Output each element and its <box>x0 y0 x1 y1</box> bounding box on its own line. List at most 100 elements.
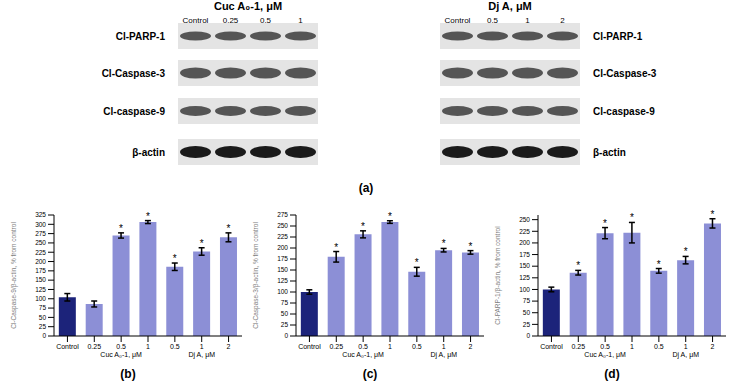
svg-text:0.5: 0.5 <box>600 343 610 350</box>
svg-text:Dj A, μM: Dj A, μM <box>488 0 532 12</box>
svg-text:Control: Control <box>540 343 563 350</box>
svg-text:275: 275 <box>277 211 288 218</box>
svg-text:50: 50 <box>523 309 531 316</box>
svg-text:2: 2 <box>469 343 473 350</box>
svg-text:0: 0 <box>284 332 288 339</box>
svg-text:β-actin: β-actin <box>132 147 165 158</box>
svg-text:0.5: 0.5 <box>358 343 368 350</box>
svg-text:125: 125 <box>35 286 46 293</box>
svg-text:Cuc A₀-1, μM: Cuc A₀-1, μM <box>214 0 282 12</box>
svg-text:*: * <box>576 260 580 271</box>
html-text:Cuc A₀-1, μM: Cuc A₀-1, μM <box>100 351 142 358</box>
svg-text:0.25: 0.25 <box>222 16 239 25</box>
svg-text:Control: Control <box>298 343 321 350</box>
svg-text:*: * <box>119 223 123 234</box>
svg-text:50: 50 <box>39 314 47 321</box>
svg-text:225: 225 <box>35 249 46 256</box>
svg-text:300: 300 <box>35 221 46 228</box>
svg-text:*: * <box>442 238 446 249</box>
svg-text:Cl-PARP-1: Cl-PARP-1 <box>116 31 166 42</box>
svg-text:*: * <box>146 211 150 222</box>
svg-text:*: * <box>630 212 634 223</box>
svg-text:Control: Control <box>444 16 471 25</box>
svg-text:1: 1 <box>146 343 150 350</box>
svg-text:175: 175 <box>277 255 288 262</box>
svg-text:Cl-Caspase-9/β-actin, % from c: Cl-Caspase-9/β-actin, % from control <box>10 222 18 329</box>
svg-text:*: * <box>684 246 688 257</box>
svg-text:Cl-caspase-9: Cl-caspase-9 <box>593 106 655 117</box>
svg-text:*: * <box>361 221 365 232</box>
svg-text:*: * <box>415 257 419 268</box>
svg-text:200: 200 <box>277 244 288 251</box>
svg-text:*: * <box>227 223 231 234</box>
svg-text:150: 150 <box>35 276 46 283</box>
svg-text:1: 1 <box>200 343 204 350</box>
svg-text:0.5: 0.5 <box>116 343 126 350</box>
svg-text:0: 0 <box>42 332 46 339</box>
svg-text:*: * <box>603 218 607 229</box>
svg-text:1: 1 <box>388 343 392 350</box>
svg-text:0.25: 0.25 <box>571 343 585 350</box>
svg-text:250: 250 <box>277 222 288 229</box>
svg-text:0.5: 0.5 <box>259 16 272 25</box>
svg-text:100: 100 <box>519 286 530 293</box>
svg-text:200: 200 <box>519 239 530 246</box>
svg-text:0.25: 0.25 <box>87 343 101 350</box>
svg-text:0.5: 0.5 <box>486 16 499 25</box>
svg-text:Cl-PARP-1: Cl-PARP-1 <box>593 31 643 42</box>
svg-text:150: 150 <box>519 262 530 269</box>
svg-text:225: 225 <box>519 228 530 235</box>
html-text:(b): (b) <box>120 367 136 381</box>
svg-text:1: 1 <box>630 343 634 350</box>
svg-text:Cl-Caspase-3: Cl-Caspase-3 <box>593 68 657 79</box>
html-text:Cuc A₀-1, μM: Cuc A₀-1, μM <box>342 351 384 358</box>
svg-text:Cl-Caspase-3: Cl-Caspase-3 <box>102 68 166 79</box>
svg-text:100: 100 <box>277 288 288 295</box>
svg-text:*: * <box>173 253 177 264</box>
svg-text:175: 175 <box>35 267 46 274</box>
html-text:(d): (d) <box>604 367 620 381</box>
svg-text:200: 200 <box>35 258 46 265</box>
svg-text:0: 0 <box>526 332 530 339</box>
svg-text:75: 75 <box>523 297 531 304</box>
svg-text:β-actin: β-actin <box>593 147 626 158</box>
svg-text:Cl-PARP-1/β-actin, % from cont: Cl-PARP-1/β-actin, % from control <box>494 226 502 325</box>
svg-text:1: 1 <box>684 343 688 350</box>
svg-text:75: 75 <box>39 304 47 311</box>
svg-text:Control: Control <box>56 343 79 350</box>
svg-text:*: * <box>334 242 338 253</box>
svg-text:*: * <box>711 209 715 220</box>
svg-text:50: 50 <box>281 310 289 317</box>
svg-text:150: 150 <box>277 266 288 273</box>
svg-text:0.25: 0.25 <box>329 343 343 350</box>
svg-text:325: 325 <box>35 211 46 218</box>
svg-text:2: 2 <box>227 343 231 350</box>
svg-text:225: 225 <box>277 233 288 240</box>
svg-text:*: * <box>200 238 204 249</box>
svg-text:1: 1 <box>442 343 446 350</box>
svg-text:250: 250 <box>519 216 530 223</box>
svg-text:175: 175 <box>519 251 530 258</box>
svg-text:*: * <box>469 241 473 252</box>
svg-text:0.5: 0.5 <box>170 343 180 350</box>
svg-text:Cl-caspase-9: Cl-caspase-9 <box>103 106 165 117</box>
svg-text:250: 250 <box>35 239 46 246</box>
svg-text:125: 125 <box>519 274 530 281</box>
html-text:(c): (c) <box>362 367 378 381</box>
svg-text:0.5: 0.5 <box>412 343 422 350</box>
svg-text:75: 75 <box>281 299 289 306</box>
svg-text:Cl-Caspase-3/β-actin, % from c: Cl-Caspase-3/β-actin, % from control <box>252 222 260 329</box>
svg-text:(a): (a) <box>359 181 374 195</box>
svg-text:*: * <box>388 211 392 222</box>
html-text:Dj A, μM: Dj A, μM <box>188 351 215 358</box>
svg-text:125: 125 <box>277 277 288 284</box>
svg-text:Control: Control <box>182 16 209 25</box>
svg-text:2: 2 <box>711 343 715 350</box>
svg-text:25: 25 <box>523 321 531 328</box>
svg-text:0.5: 0.5 <box>654 343 664 350</box>
svg-text:100: 100 <box>35 295 46 302</box>
svg-text:25: 25 <box>281 321 289 328</box>
svg-text:25: 25 <box>39 323 47 330</box>
svg-text:275: 275 <box>35 230 46 237</box>
svg-text:*: * <box>657 259 661 270</box>
